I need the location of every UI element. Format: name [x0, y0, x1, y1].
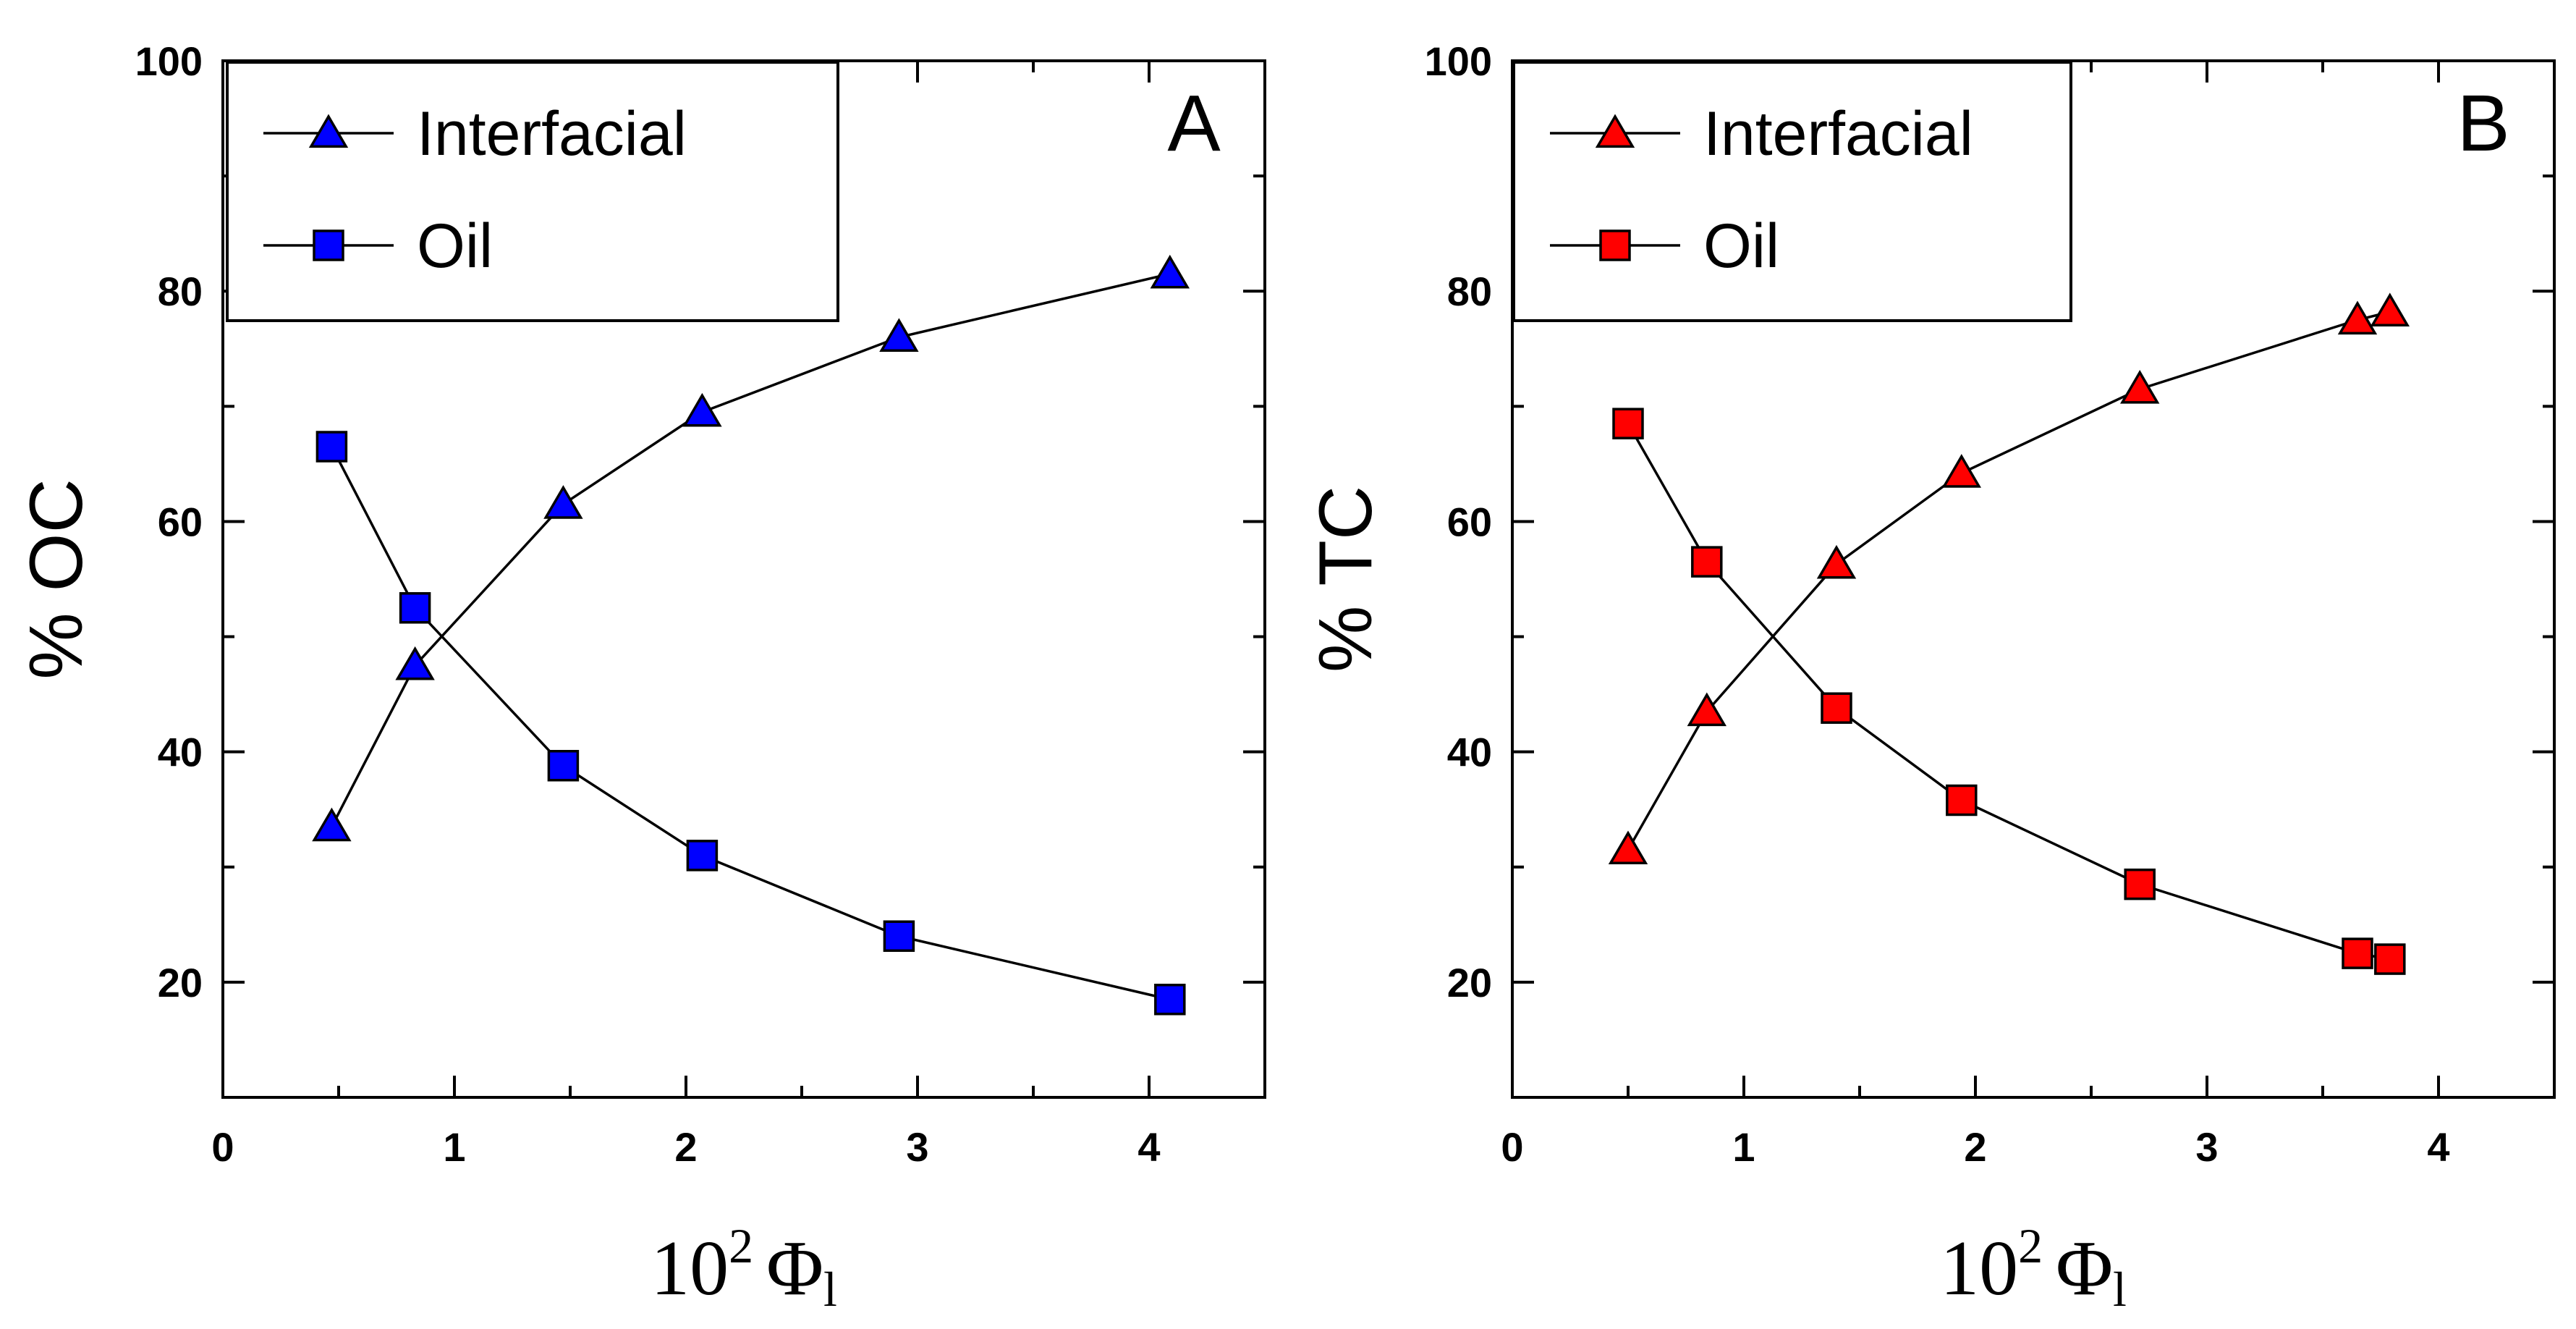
series-line-oil [1627, 423, 2391, 961]
data-point-interfacial [1941, 454, 1981, 488]
data-point-interfacial [682, 392, 722, 427]
y-axis-label: % TC [1304, 486, 1388, 672]
x-tick-label: 3 [906, 1124, 928, 1170]
data-point-interfacial [312, 807, 352, 842]
data-point-oil [1154, 984, 1186, 1016]
y-tick-label: 100 [1425, 38, 1492, 84]
legend-label-oil: Oil [1703, 211, 1779, 281]
legend-box [226, 61, 839, 322]
data-point-oil [883, 920, 915, 952]
y-tick-label: 60 [158, 499, 203, 544]
data-point-oil [1821, 692, 1852, 724]
data-point-interfacial [2370, 292, 2410, 327]
data-point-oil [2342, 937, 2373, 969]
y-tick-label: 40 [158, 730, 203, 775]
x-axis-label: 102 Φl [651, 1218, 837, 1317]
data-point-oil [686, 840, 719, 872]
data-point-interfacial [1687, 692, 1726, 727]
data-point-interfacial [1608, 830, 1648, 865]
y-axis-label: % OC [14, 478, 98, 679]
x-tick-label: 1 [443, 1124, 465, 1170]
y-tick-label: 20 [1447, 960, 1492, 1005]
y-tick-label: 20 [158, 960, 203, 1005]
legend-label-interfacial: Interfacial [1703, 99, 1973, 169]
legend-marker-oil [1599, 229, 1631, 261]
x-tick-label: 4 [1137, 1124, 1160, 1170]
panel-label: A [1167, 79, 1221, 168]
data-point-interfacial [1816, 544, 1857, 579]
data-point-oil [547, 750, 580, 782]
data-point-interfacial [2337, 300, 2378, 335]
legend: Interfacial Oil [226, 61, 839, 322]
y-tick-label: 60 [1447, 499, 1492, 544]
legend-marker-interfacial [308, 114, 349, 148]
x-tick-label: 3 [2195, 1124, 2218, 1170]
data-point-oil [1612, 408, 1644, 439]
legend-box [1512, 61, 2072, 322]
data-point-interfacial [1150, 254, 1190, 289]
data-point-interfacial [879, 318, 919, 353]
series-line-oil [330, 446, 1171, 1001]
legend-label-interfacial: Interfacial [417, 99, 687, 169]
x-tick-label: 2 [1964, 1124, 1986, 1170]
y-tick-label: 80 [1447, 269, 1492, 314]
chart-panel-a: 0 1 2 3 4 20 40 60 80 100 % OC 102 Φl Interfacial Oil A [14, 38, 1266, 1317]
series-line-interfacial [330, 272, 1171, 827]
x-tick-label: 1 [1732, 1124, 1755, 1170]
legend-marker-oil [313, 229, 344, 261]
data-point-oil [2124, 868, 2156, 900]
x-axis-label: 102 Φl [1940, 1218, 2127, 1317]
y-tick-label: 40 [1447, 730, 1492, 775]
data-point-oil [315, 431, 348, 463]
data-point-interfacial [543, 485, 583, 519]
x-tick-label: 2 [674, 1124, 697, 1170]
legend-marker-interfacial [1595, 114, 1635, 148]
chart-panel-b: 0 1 2 3 4 20 40 60 80 100 % TC 102 Φl Interfacial Oil B [1304, 38, 2556, 1317]
panel-label: B [2457, 79, 2509, 168]
series-line-interfacial [1627, 311, 2391, 851]
y-tick-label: 100 [135, 38, 203, 84]
x-tick-label: 0 [211, 1124, 234, 1170]
data-point-oil [2374, 943, 2406, 975]
x-tick-label: 4 [2427, 1124, 2449, 1170]
legend-label-oil: Oil [417, 211, 493, 281]
data-point-interfacial [2120, 369, 2160, 404]
data-point-oil [1691, 546, 1723, 578]
data-point-interfacial [395, 646, 435, 680]
legend: Interfacial Oil [1512, 61, 2072, 322]
data-point-oil [1946, 784, 1978, 817]
x-tick-label: 0 [1501, 1124, 1523, 1170]
y-tick-label: 80 [158, 269, 203, 314]
data-point-oil [399, 592, 431, 624]
